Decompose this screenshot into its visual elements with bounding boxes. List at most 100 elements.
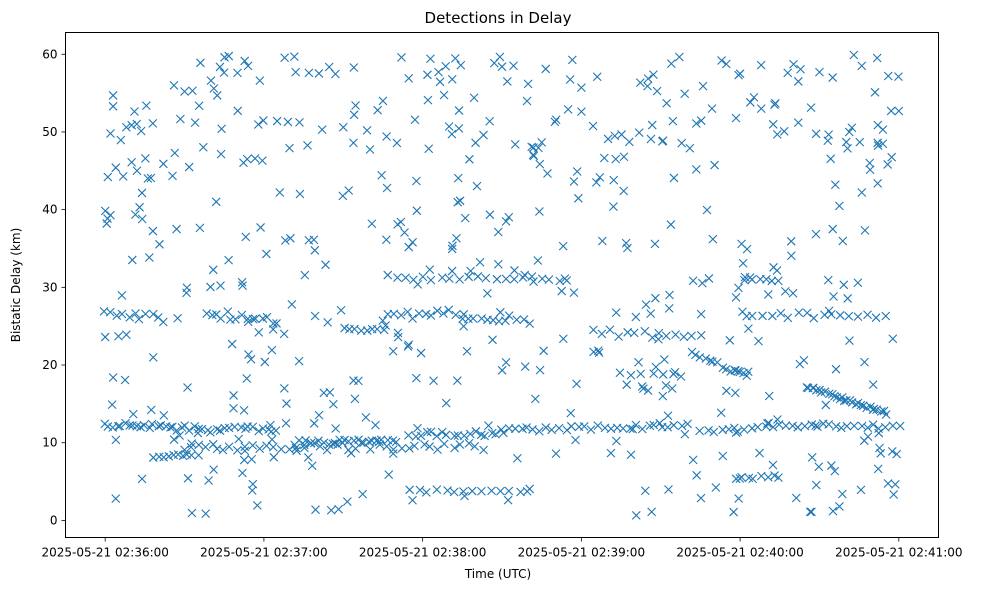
data-point [510,424,520,434]
data-point [754,336,763,346]
data-point [670,367,680,377]
data-point [504,212,514,222]
data-point [365,445,375,454]
data-point [314,410,324,420]
data-point [479,445,488,455]
data-point [615,368,625,378]
data-point [211,197,221,207]
data-point [860,357,869,367]
data-point [649,70,658,79]
data-point [471,138,480,148]
data-point [388,445,398,454]
data-point [661,331,671,341]
data-point [731,474,741,484]
data-point [519,315,529,324]
data-point [599,153,609,163]
data-point [439,309,448,318]
data-point [704,426,713,435]
data-point [230,422,240,432]
data-point [281,418,291,428]
data-point [378,96,388,106]
data-point [558,334,568,344]
data-point [650,239,660,249]
data-point [175,431,184,440]
data-point [504,486,514,496]
data-point [806,103,816,112]
data-point [272,116,282,126]
data-point [622,380,632,390]
data-point [749,92,759,102]
data-point [560,274,570,284]
data-point [780,287,790,296]
data-point [830,180,840,190]
data-point [883,479,893,488]
data-point [415,485,425,495]
data-point [551,115,561,125]
data-point [894,72,903,82]
data-point [761,274,771,284]
data-point [307,461,317,471]
data-point [770,100,779,110]
data-point [146,173,156,183]
data-point [128,409,138,419]
data-point [718,451,728,461]
data-point [868,380,878,390]
data-point [342,497,352,507]
data-point [212,91,222,100]
data-point [491,429,500,439]
data-point [258,116,268,125]
data-point [680,89,690,99]
data-point [876,407,886,416]
data-point [472,181,482,191]
data-point [856,485,866,495]
data-point [106,129,115,138]
data-point [802,308,812,318]
data-point [502,77,512,86]
data-point [254,426,264,436]
data-point [361,412,371,422]
data-point [450,53,460,63]
data-point [131,309,140,318]
data-point [182,288,191,298]
data-point [696,309,706,319]
data-point [378,316,388,326]
data-point [696,330,706,340]
data-point [382,132,391,141]
data-point [373,105,383,115]
data-point [381,235,391,245]
data-point [125,312,135,322]
data-point [541,423,551,432]
data-point [216,149,226,159]
data-point [238,281,247,291]
data-point [280,236,290,245]
data-point [325,387,335,397]
data-point [224,442,234,452]
data-point [811,480,821,490]
data-point [892,449,902,459]
data-point [447,266,457,276]
data-point [649,369,659,379]
data-point [403,342,413,351]
data-point [835,502,844,511]
data-point [857,188,867,197]
y-tick-label: 0 [50,513,58,527]
data-point [887,447,897,456]
data-point [227,339,237,349]
data-point [377,170,387,180]
data-point [788,421,798,431]
data-point [389,309,399,319]
data-point [547,425,557,435]
data-point [695,426,705,436]
data-point [591,177,601,187]
data-point [834,201,844,211]
data-point [648,333,657,343]
data-point [113,421,123,431]
data-point [467,486,477,496]
data-point [362,126,372,135]
data-point [100,206,110,216]
data-point [444,122,454,131]
data-point [881,410,891,419]
data-point [566,408,576,418]
data-point [767,311,777,321]
data-point [631,312,641,322]
